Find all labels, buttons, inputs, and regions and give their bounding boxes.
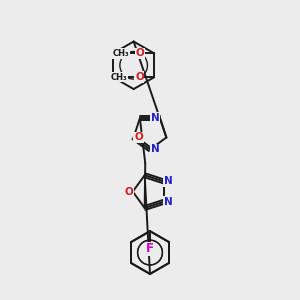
- Text: N: N: [164, 176, 172, 187]
- Text: O: O: [124, 187, 133, 196]
- Text: O: O: [134, 133, 143, 142]
- Text: F: F: [146, 242, 154, 256]
- Text: CH₃: CH₃: [110, 73, 127, 82]
- Text: O: O: [135, 72, 144, 82]
- Text: N: N: [151, 144, 159, 154]
- Text: N: N: [164, 197, 172, 207]
- Text: CH₃: CH₃: [112, 49, 129, 58]
- Text: O: O: [136, 48, 145, 59]
- Text: N: N: [151, 113, 160, 123]
